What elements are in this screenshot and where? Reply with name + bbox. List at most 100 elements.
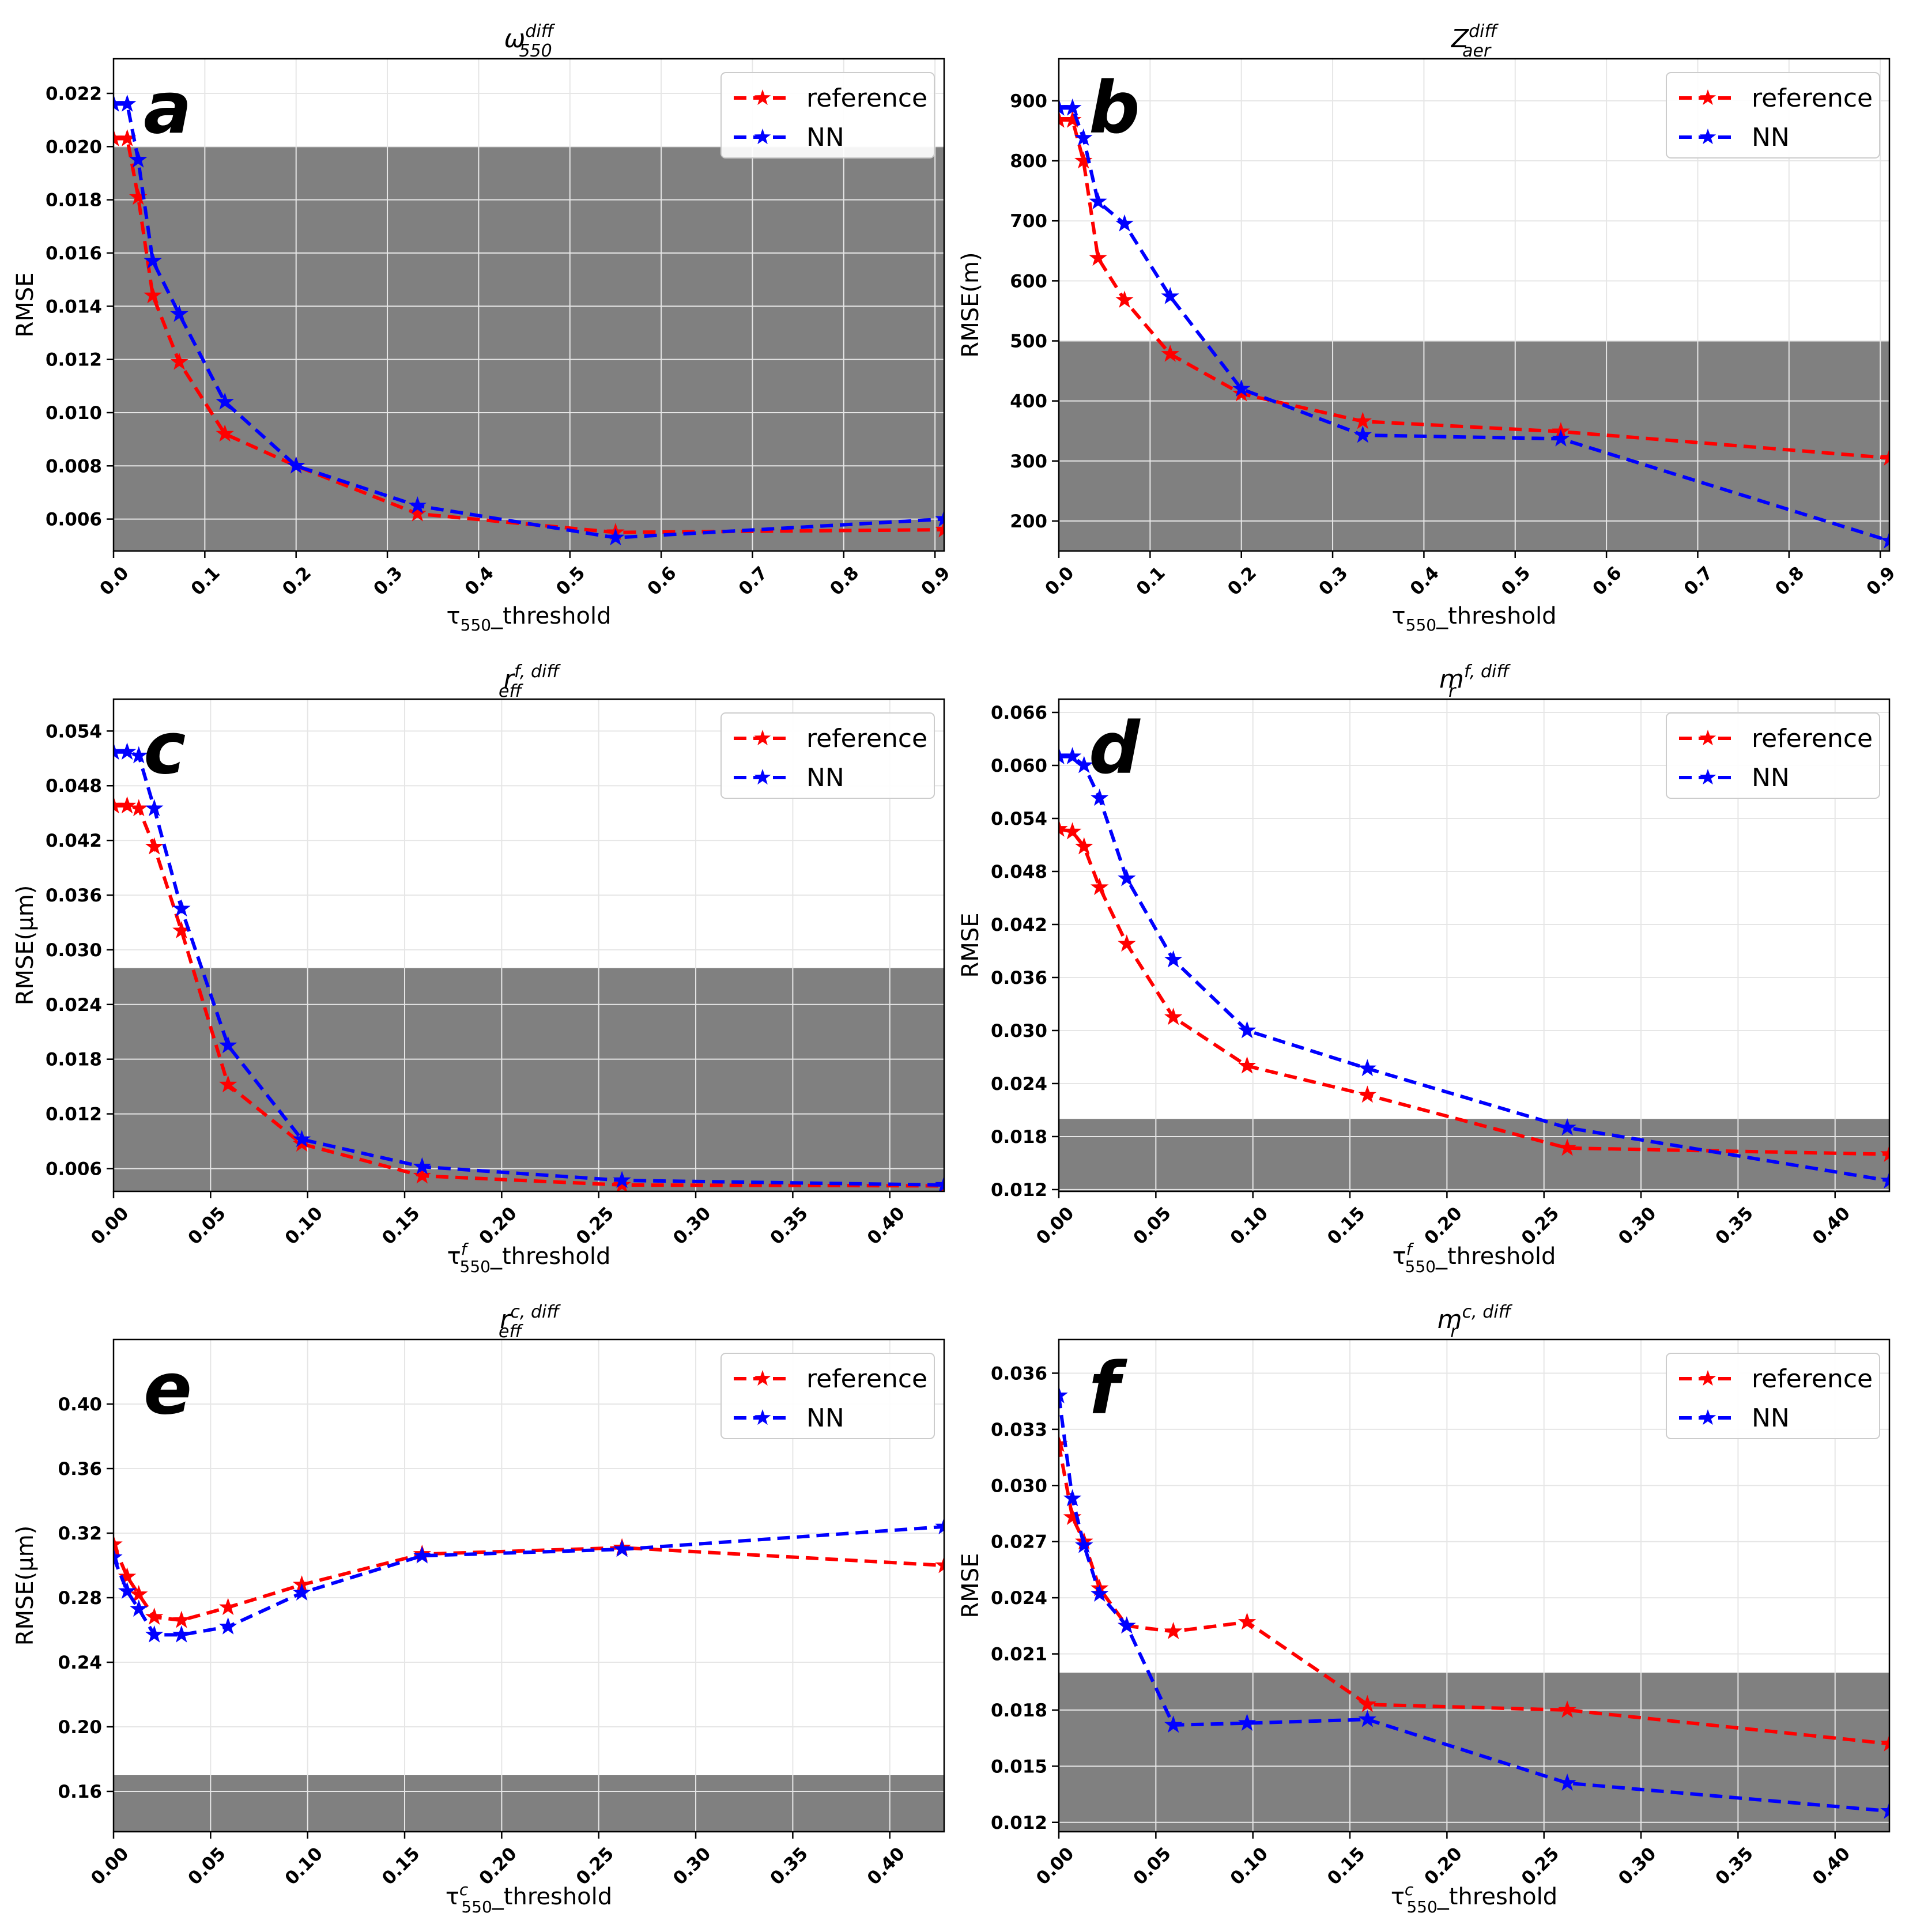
- x-label-symbol: τ: [446, 1884, 459, 1910]
- x-tick-label: 0.7: [735, 563, 772, 599]
- data-point-reference: [1238, 1612, 1257, 1630]
- y-tick-label: 600: [1010, 271, 1047, 292]
- threshold-band: [114, 1775, 944, 1832]
- y-tick-label: 0.32: [58, 1523, 103, 1544]
- x-tick-label: 0.10: [1227, 1203, 1273, 1249]
- x-tick-label: 0.25: [1518, 1843, 1564, 1889]
- x-tick-label: 0.20: [1420, 1843, 1466, 1889]
- title-superscript: f, diff: [514, 662, 561, 682]
- title-subscript: aer: [1462, 41, 1492, 61]
- data-point-nn: [1090, 788, 1109, 806]
- y-tick-label: 0.018: [46, 190, 102, 211]
- grid: [114, 1339, 944, 1832]
- x-label-suffix: _threshold: [490, 1243, 610, 1270]
- title-superscript: c, diff: [510, 1302, 561, 1322]
- plot-frame: [112, 698, 945, 1193]
- grid: [114, 59, 944, 551]
- x-axis-label: τc 550_threshold: [446, 1880, 612, 1916]
- data-point-nn: [1075, 1535, 1093, 1553]
- x-label-subscript: 550: [1405, 1257, 1436, 1276]
- x-tick-label: 0.4: [1406, 563, 1443, 599]
- y-tick-label: 900: [1010, 91, 1047, 112]
- x-tick-label: 0.30: [669, 1843, 715, 1889]
- x-tick-label: 0.15: [378, 1203, 424, 1249]
- data-point-reference: [1118, 934, 1136, 952]
- y-tick-label: 0.036: [46, 885, 102, 906]
- y-axis-label: RMSE: [957, 913, 984, 978]
- data-point-nn: [144, 251, 162, 269]
- title-symbol: r: [504, 665, 516, 694]
- x-tick-label: 0.5: [552, 563, 589, 599]
- panel-f: 0.00 0.05 0.10 0.15 0.20 0.25 0.30 0.35 0.40 0.01…: [957, 1302, 1891, 1916]
- data-point-reference: [1063, 822, 1082, 840]
- x-tick-label: 0.00: [87, 1843, 133, 1889]
- legend-marker-nn: [754, 769, 771, 785]
- y-tick-label: 0.20: [58, 1717, 103, 1738]
- y-tick-label: 0.054: [991, 809, 1047, 829]
- y-axis-label: RMSE(m): [957, 252, 984, 357]
- data-point-reference: [935, 520, 944, 538]
- legend-marker-reference: [1699, 1370, 1716, 1386]
- x-tick-label: 0.6: [643, 563, 680, 599]
- y-tick-label: 0.024: [991, 1074, 1047, 1095]
- panel-e: 0.00 0.05 0.10 0.15 0.20 0.25 0.30 0.35 0.40 0.16…: [12, 1302, 945, 1916]
- y-tick-label: 0.030: [991, 1021, 1047, 1042]
- plot-frame: [1058, 58, 1891, 552]
- series-line-nn: [114, 1525, 944, 1637]
- data-point-nn: [935, 1175, 944, 1191]
- title-symbol: m: [1439, 665, 1464, 694]
- data-point-nn: [145, 1625, 164, 1643]
- x-tick-label: 0.40: [863, 1203, 910, 1249]
- legend: reference NN: [1666, 712, 1880, 799]
- y-tick-label: 0.006: [46, 510, 102, 530]
- data-point-nn: [1089, 192, 1107, 210]
- x-tick-label: 0.30: [669, 1203, 715, 1249]
- x-label-symbol: τ: [1393, 1243, 1406, 1270]
- y-tick-label: 0.40: [58, 1394, 103, 1415]
- legend-marker-reference: [1699, 730, 1716, 746]
- x-label-subscript: 550: [1406, 616, 1436, 635]
- data-point-nn: [1118, 1616, 1136, 1634]
- data-point-nn: [170, 304, 188, 322]
- x-tick-label: 0.05: [1129, 1203, 1175, 1249]
- data-point-nn: [1161, 286, 1179, 304]
- data-point-reference: [1358, 1085, 1377, 1103]
- x-label-suffix: _threshold: [1435, 1243, 1556, 1270]
- y-tick-label: 0.060: [991, 756, 1047, 776]
- y-tick-label: 0.020: [46, 137, 102, 157]
- series-group: [1059, 1386, 1889, 1819]
- x-tick-label: 0.1: [1133, 563, 1169, 599]
- x-label-symbol: τ: [1391, 1884, 1405, 1910]
- data-point-reference: [1115, 290, 1134, 308]
- data-point-reference: [1353, 412, 1372, 429]
- data-point-nn: [1238, 1021, 1257, 1039]
- legend-label-nn: NN: [806, 763, 844, 793]
- data-point-nn: [606, 528, 625, 546]
- grid: [1059, 699, 1889, 1191]
- x-tick-label: 0.40: [1809, 1203, 1855, 1249]
- series-line-reference: [1059, 827, 1889, 1156]
- legend-marker-reference: [754, 89, 771, 105]
- x-tick-label: 0.10: [1227, 1843, 1273, 1889]
- x-tick-label: 0.30: [1614, 1843, 1661, 1889]
- data-point-reference: [1880, 1145, 1889, 1162]
- data-point-reference: [1880, 448, 1889, 466]
- data-point-nn: [1059, 1386, 1068, 1403]
- data-point-reference: [1063, 110, 1082, 128]
- x-tick-label: 0.40: [863, 1843, 910, 1889]
- series-line-reference: [114, 804, 944, 1188]
- plot-frame: [1058, 1338, 1891, 1833]
- title-symbol: Z: [1451, 24, 1469, 54]
- x-label-suffix: _threshold: [491, 603, 611, 629]
- y-tick-label: 0.024: [46, 995, 102, 1016]
- y-tick-label: 500: [1010, 331, 1047, 352]
- title-subscript: eff: [499, 681, 523, 701]
- x-label-symbol: τ: [447, 1243, 461, 1270]
- data-point-nn: [1238, 1714, 1257, 1731]
- x-label-suffix: _threshold: [1436, 603, 1556, 629]
- x-tick-label: 0.10: [281, 1843, 327, 1889]
- data-point-reference: [1089, 248, 1107, 266]
- panel-d: 0.00 0.05 0.10 0.15 0.20 0.25 0.30 0.35 0.40 0.01…: [957, 662, 1891, 1276]
- data-point-nn: [118, 742, 137, 760]
